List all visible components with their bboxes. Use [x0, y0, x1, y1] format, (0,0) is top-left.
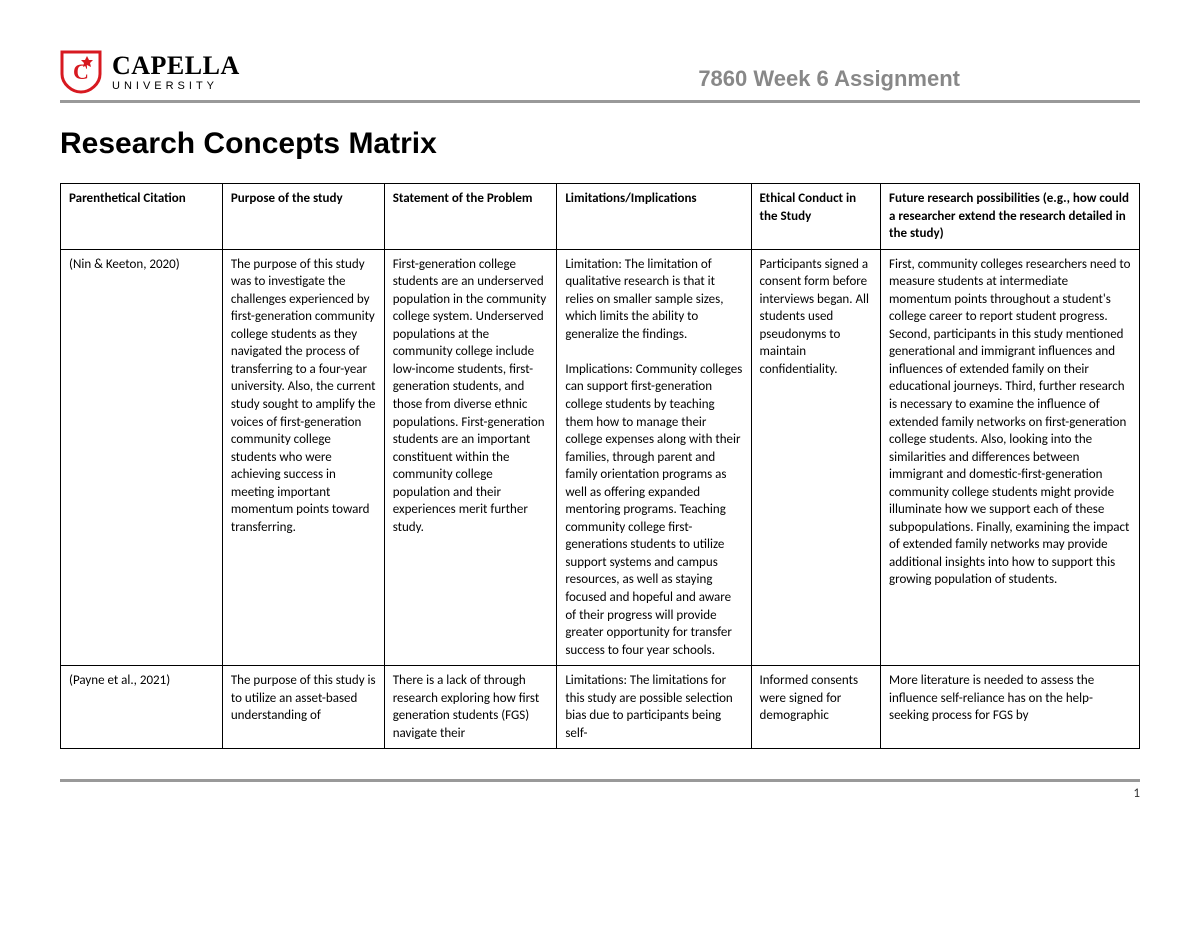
- logo-text: CAPELLA UNIVERSITY: [112, 53, 240, 92]
- research-matrix-table: Parenthetical CitationPurpose of the stu…: [60, 183, 1140, 749]
- logo-sub-text: UNIVERSITY: [112, 81, 240, 92]
- logo-main-text: CAPELLA: [112, 53, 240, 79]
- table-cell: The purpose of this study is to utilize …: [222, 666, 384, 749]
- table-header-row: Parenthetical CitationPurpose of the stu…: [61, 184, 1140, 250]
- table-cell: Limitation: The limitation of qualitativ…: [557, 249, 751, 666]
- capella-shield-icon: C: [60, 50, 102, 94]
- table-cell: First-generation college students are an…: [384, 249, 557, 666]
- table-cell: Informed consents were signed for demogr…: [751, 666, 880, 749]
- page-footer: 1: [60, 779, 1140, 801]
- table-row: (Nin & Keeton, 2020)The purpose of this …: [61, 249, 1140, 666]
- table-column-header: Future research possibilities (e.g., how…: [881, 184, 1140, 250]
- table-cell: (Payne et al., 2021): [61, 666, 223, 749]
- table-cell: More literature is needed to assess the …: [881, 666, 1140, 749]
- table-cell: First, community colleges researchers ne…: [881, 249, 1140, 666]
- page-title: Research Concepts Matrix: [60, 127, 1140, 161]
- table-column-header: Parenthetical Citation: [61, 184, 223, 250]
- table-column-header: Ethical Conduct in the Study: [751, 184, 880, 250]
- page-number: 1: [1133, 786, 1140, 801]
- table-cell: Limitations: The limitations for this st…: [557, 666, 751, 749]
- page-header: C CAPELLA UNIVERSITY 7860 Week 6 Assignm…: [60, 50, 1140, 103]
- table-column-header: Limitations/Implications: [557, 184, 751, 250]
- table-column-header: Purpose of the study: [222, 184, 384, 250]
- logo-block: C CAPELLA UNIVERSITY: [60, 50, 240, 94]
- table-column-header: Statement of the Problem: [384, 184, 557, 250]
- table-row: (Payne et al., 2021)The purpose of this …: [61, 666, 1140, 749]
- table-cell: (Nin & Keeton, 2020): [61, 249, 223, 666]
- table-cell: There is a lack of through research expl…: [384, 666, 557, 749]
- assignment-title: 7860 Week 6 Assignment: [698, 66, 960, 94]
- table-cell: The purpose of this study was to investi…: [222, 249, 384, 666]
- table-cell: Participants signed a consent form befor…: [751, 249, 880, 666]
